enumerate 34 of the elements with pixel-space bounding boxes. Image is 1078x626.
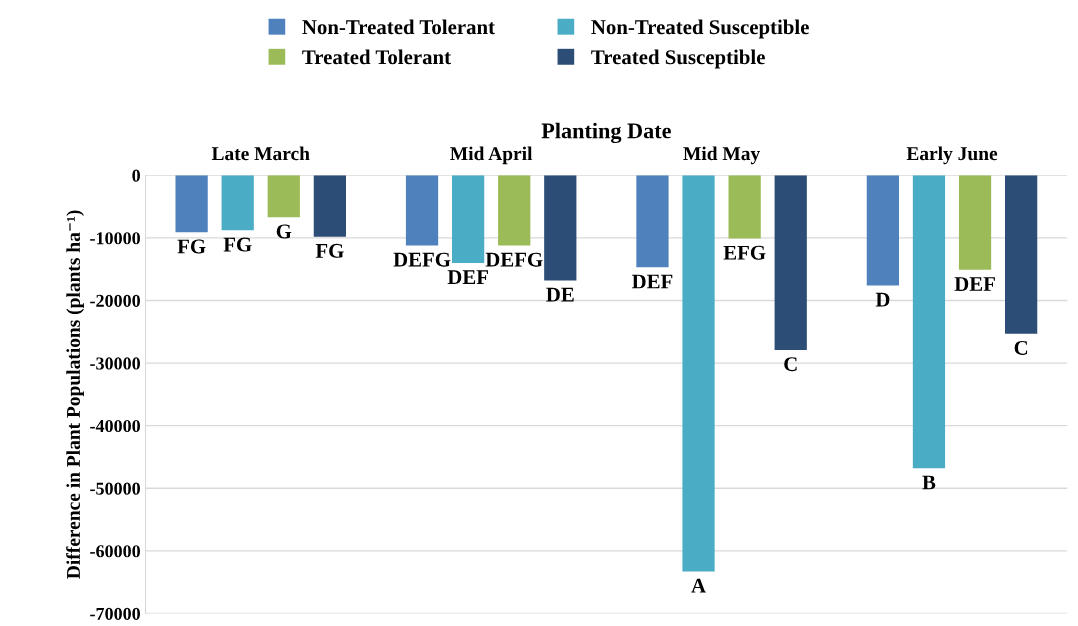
y-axis-title: Difference in Plant Populations (plants ha⁻¹)	[66, 210, 84, 579]
data-label: DEF	[447, 270, 488, 284]
data-label: DEFG	[393, 252, 451, 267]
data-label: A	[691, 578, 706, 593]
legend-label: Treated Tolerant	[302, 49, 451, 65]
x-axis-title: Planting Date	[541, 122, 671, 144]
data-label: DEFG	[485, 252, 543, 267]
legend-label: Treated Susceptible	[591, 49, 765, 69]
data-label: G	[276, 224, 292, 239]
y-tick-label: 0	[132, 169, 140, 182]
data-label: FG	[223, 237, 252, 252]
x-tick-label: Mid May	[683, 146, 761, 165]
data-label: D	[875, 292, 890, 307]
y-tick-label: -40000	[90, 419, 140, 433]
y-tick-label: -10000	[90, 232, 140, 245]
data-label: C	[1014, 340, 1028, 355]
data-label: DEF	[631, 274, 673, 289]
legend-label: Non-Treated Susceptible	[591, 19, 809, 39]
data-label: C	[784, 357, 797, 372]
data-label: EFG	[723, 245, 766, 260]
y-tick-label: -70000	[90, 607, 140, 620]
x-tick-label: Late March	[211, 146, 310, 161]
y-tick-label: -30000	[90, 357, 140, 370]
x-tick-label: Mid April	[450, 146, 533, 165]
y-tick-label: -60000	[90, 545, 140, 558]
data-label: DEF	[954, 277, 995, 291]
y-tick-label: -50000	[90, 482, 140, 495]
data-label: B	[922, 475, 936, 490]
data-label: FG	[177, 239, 206, 254]
data-label: FG	[315, 243, 344, 258]
x-tick-label: Early June	[906, 146, 998, 165]
y-tick-label: -20000	[90, 294, 140, 307]
legend-label: Non-Treated Tolerant	[302, 19, 495, 35]
data-label: DE	[546, 287, 574, 302]
